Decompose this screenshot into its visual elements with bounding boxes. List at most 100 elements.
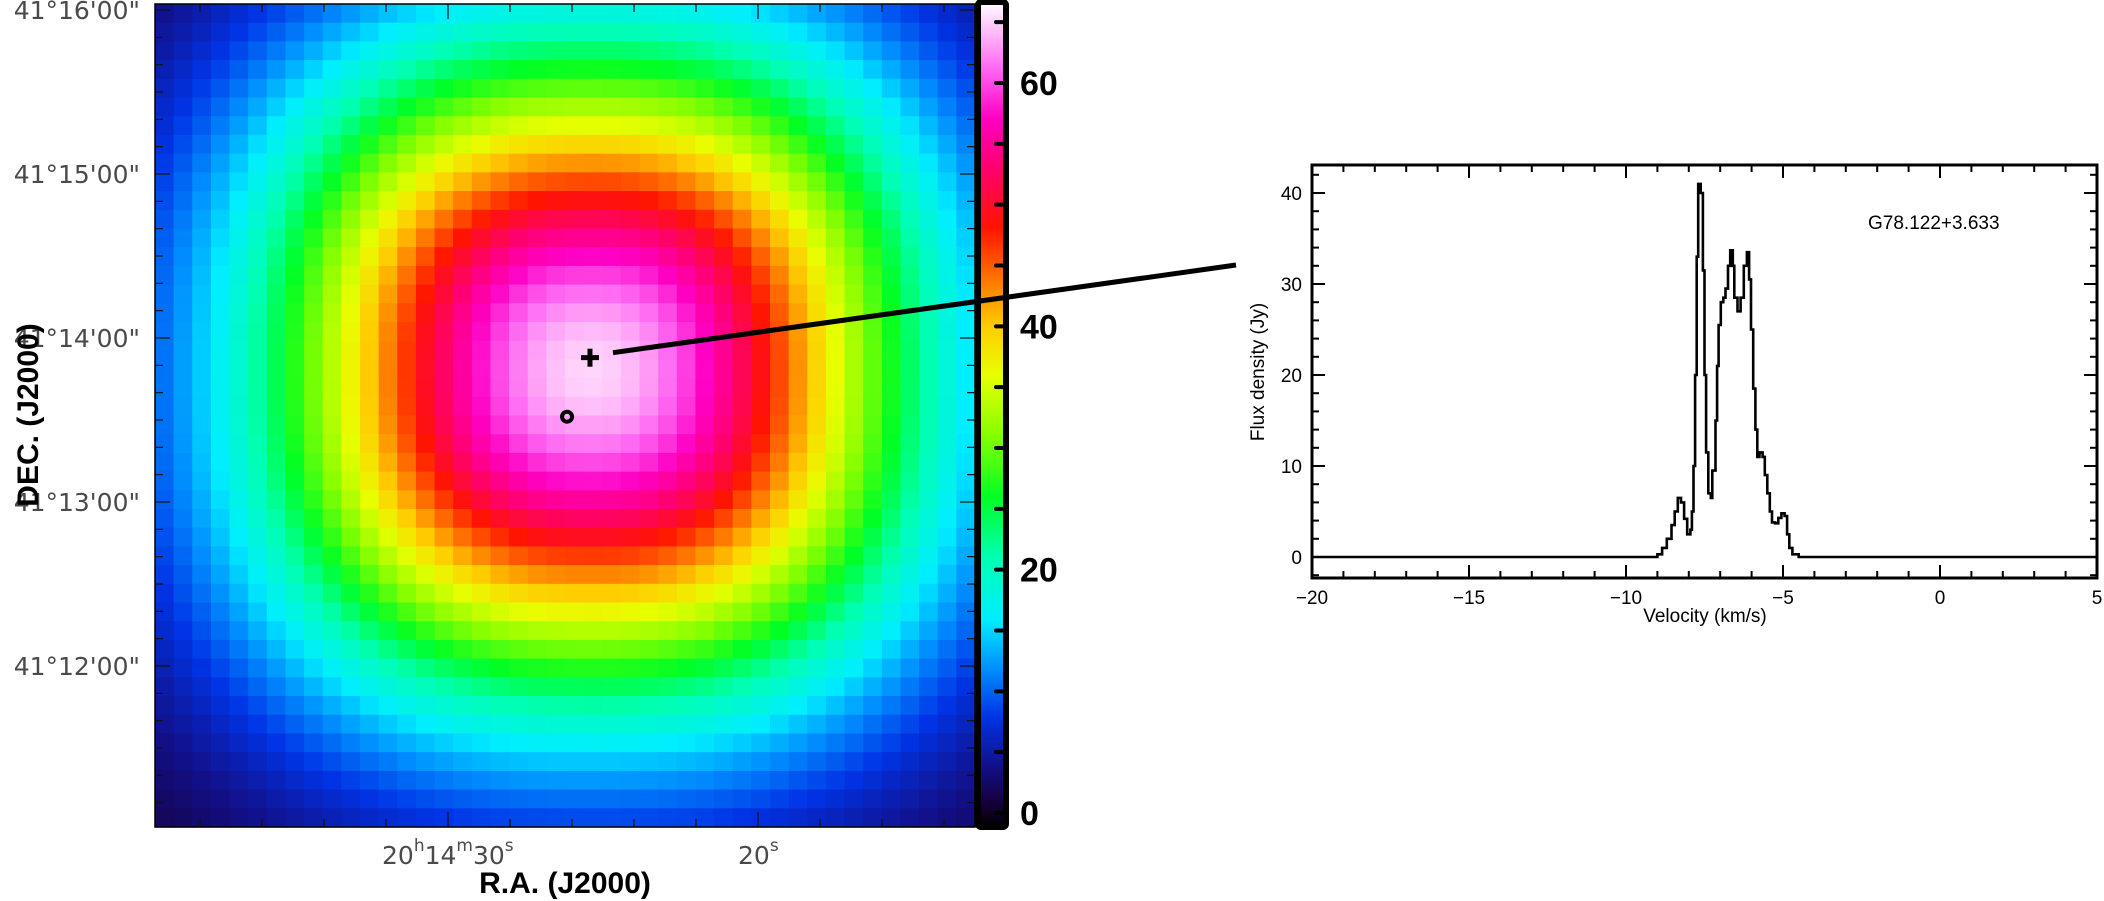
heatmap-cell bbox=[695, 153, 715, 173]
heatmap-cell bbox=[825, 247, 846, 267]
heatmap-cell bbox=[602, 621, 622, 641]
heatmap-cell bbox=[676, 789, 697, 809]
spectrum-y-tick-labels: 0 10 20 30 40 bbox=[1281, 184, 1302, 569]
heatmap-cell bbox=[304, 97, 324, 117]
heatmap-cell bbox=[695, 378, 715, 398]
heatmap-cell bbox=[602, 172, 622, 192]
heatmap-cell bbox=[602, 415, 622, 435]
heatmap-cell bbox=[583, 191, 603, 211]
heatmap-cell bbox=[341, 321, 361, 342]
heatmap-cell bbox=[322, 490, 342, 510]
heatmap-cell bbox=[341, 378, 361, 398]
heatmap-cell bbox=[322, 752, 342, 772]
heatmap-cell bbox=[192, 378, 212, 398]
heatmap-cell bbox=[900, 116, 920, 136]
heatmap-cell bbox=[583, 396, 603, 417]
heatmap-cell bbox=[639, 284, 659, 304]
heatmap-cell bbox=[863, 41, 883, 61]
heatmap-cell bbox=[415, 677, 436, 697]
heatmap-cell bbox=[937, 378, 957, 398]
heatmap-cell bbox=[509, 191, 529, 211]
heatmap-cell bbox=[751, 714, 771, 735]
heatmap-cell bbox=[937, 490, 957, 510]
heatmap-cell bbox=[639, 789, 659, 809]
heatmap-cell bbox=[583, 565, 603, 585]
heatmap-cell bbox=[770, 228, 790, 248]
heatmap-cell bbox=[546, 509, 566, 529]
heatmap-cell bbox=[919, 490, 939, 510]
heatmap-cell bbox=[192, 770, 212, 791]
heatmap-cell bbox=[919, 153, 939, 173]
heatmap-cell bbox=[527, 191, 547, 211]
heatmap-cell bbox=[210, 78, 231, 99]
heatmap-cell bbox=[695, 172, 715, 192]
heatmap-cell bbox=[919, 658, 939, 678]
heatmap-cell bbox=[863, 658, 883, 678]
heatmap-cell bbox=[714, 78, 734, 99]
heatmap-cell bbox=[807, 265, 827, 286]
heatmap-cell bbox=[453, 677, 473, 697]
heatmap-cell bbox=[304, 228, 324, 248]
heatmap-cell bbox=[881, 228, 902, 248]
heatmap-cell bbox=[900, 490, 920, 510]
heatmap-cell bbox=[546, 359, 566, 379]
heatmap-cell bbox=[676, 228, 697, 248]
heatmap-cell bbox=[639, 134, 659, 155]
heatmap-cell bbox=[788, 621, 808, 641]
heatmap-cell bbox=[881, 639, 902, 660]
heatmap-cell bbox=[825, 415, 846, 435]
heatmap-cell bbox=[471, 434, 492, 454]
heatmap-cell bbox=[770, 209, 790, 230]
heatmap-cell bbox=[378, 209, 398, 230]
heatmap-cell bbox=[770, 359, 790, 379]
heatmap-cell bbox=[807, 434, 827, 454]
heatmap-cell bbox=[714, 22, 734, 42]
heatmap-cell bbox=[471, 340, 492, 360]
heatmap-cell bbox=[620, 434, 641, 454]
heatmap-cell bbox=[956, 490, 976, 510]
heatmap-cell bbox=[248, 434, 268, 454]
heatmap-cell bbox=[695, 789, 715, 809]
heatmap-cell bbox=[658, 247, 678, 267]
heatmap-cell bbox=[341, 808, 361, 828]
heatmap-cell bbox=[155, 639, 175, 660]
heatmap-cell bbox=[900, 228, 920, 248]
heatmap-cell bbox=[173, 191, 193, 211]
heatmap-cell bbox=[732, 527, 752, 548]
heatmap-cell bbox=[900, 696, 920, 716]
heatmap-cell bbox=[397, 134, 417, 155]
heatmap-cell bbox=[304, 321, 324, 342]
spectrum-x-tick-labels: −20 −15 −10 −5 0 5 bbox=[1296, 588, 2102, 609]
heatmap-cell bbox=[248, 41, 268, 61]
heatmap-cell bbox=[602, 565, 622, 585]
heatmap-cell bbox=[788, 116, 808, 136]
heatmap-cell bbox=[360, 565, 380, 585]
heatmap-cell bbox=[919, 359, 939, 379]
heatmap-cell bbox=[881, 527, 902, 548]
heatmap-cell bbox=[751, 22, 771, 42]
heatmap-cell bbox=[825, 452, 846, 473]
heatmap-cell bbox=[602, 41, 622, 61]
heatmap-cell bbox=[602, 714, 622, 735]
heatmap-cell bbox=[825, 434, 846, 454]
heatmap-cell bbox=[732, 116, 752, 136]
heatmap-cell bbox=[620, 4, 641, 24]
heatmap-cell bbox=[415, 471, 436, 491]
heatmap-cell bbox=[565, 509, 585, 529]
heatmap-cell bbox=[583, 97, 603, 117]
heatmap-cell bbox=[937, 359, 957, 379]
heatmap-cell bbox=[881, 471, 902, 491]
heatmap-cell bbox=[471, 321, 492, 342]
heatmap-cell bbox=[285, 452, 305, 473]
heatmap-cell bbox=[583, 415, 603, 435]
heatmap-cell bbox=[676, 41, 697, 61]
heatmap-cell bbox=[490, 359, 510, 379]
heatmap-cell bbox=[266, 696, 287, 716]
heatmap-cell bbox=[173, 752, 193, 772]
heatmap-cell bbox=[695, 97, 715, 117]
heatmap-cell bbox=[509, 696, 529, 716]
heatmap-cell bbox=[676, 471, 697, 491]
heatmap-cell bbox=[565, 22, 585, 42]
heatmap-cell bbox=[397, 789, 417, 809]
heatmap-cell bbox=[210, 714, 231, 735]
